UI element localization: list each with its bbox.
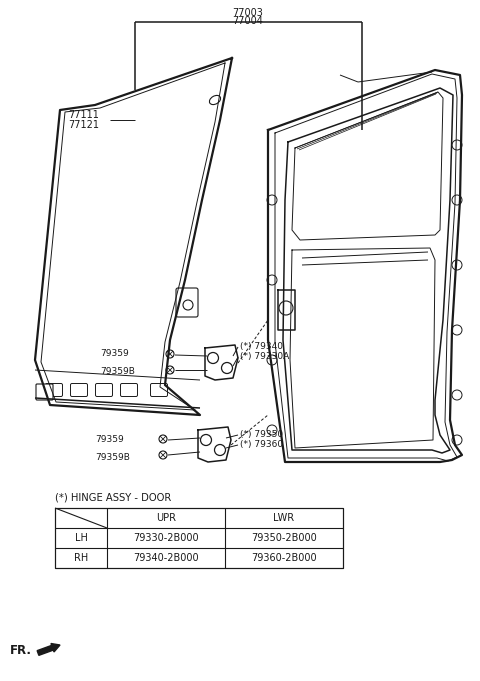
Text: LWR: LWR: [274, 513, 295, 523]
Circle shape: [166, 350, 174, 358]
Text: (*) 79350: (*) 79350: [240, 430, 283, 439]
Text: 79340-2B000: 79340-2B000: [133, 553, 199, 563]
Text: 79359: 79359: [95, 434, 124, 443]
Circle shape: [452, 140, 462, 150]
Circle shape: [159, 435, 167, 443]
Text: FR.: FR.: [10, 644, 32, 656]
Ellipse shape: [209, 95, 221, 105]
Circle shape: [267, 275, 277, 285]
Text: 79359: 79359: [100, 349, 129, 358]
Circle shape: [279, 301, 293, 315]
FancyBboxPatch shape: [71, 383, 87, 396]
Text: (*) 79330A: (*) 79330A: [240, 353, 289, 362]
Text: 79350-2B000: 79350-2B000: [251, 533, 317, 543]
Text: (*) 79360: (*) 79360: [240, 441, 283, 449]
Circle shape: [215, 445, 226, 456]
Circle shape: [166, 366, 174, 374]
Circle shape: [207, 353, 218, 364]
Text: 79359B: 79359B: [100, 368, 135, 377]
FancyBboxPatch shape: [176, 288, 198, 317]
FancyBboxPatch shape: [151, 383, 168, 396]
FancyBboxPatch shape: [36, 384, 53, 400]
FancyBboxPatch shape: [96, 383, 112, 396]
Text: RH: RH: [74, 553, 88, 563]
Circle shape: [452, 325, 462, 335]
Text: 79330-2B000: 79330-2B000: [133, 533, 199, 543]
Circle shape: [452, 260, 462, 270]
Bar: [55, 508, 343, 568]
Text: 79359B: 79359B: [95, 452, 130, 462]
Circle shape: [267, 355, 277, 365]
FancyBboxPatch shape: [120, 383, 137, 396]
Circle shape: [201, 434, 212, 445]
Text: 77004: 77004: [233, 16, 264, 26]
Circle shape: [183, 300, 193, 310]
Text: UPR: UPR: [156, 513, 176, 523]
Text: 77121: 77121: [68, 120, 99, 130]
Circle shape: [267, 425, 277, 435]
Circle shape: [452, 390, 462, 400]
Circle shape: [452, 195, 462, 205]
Text: 79360-2B000: 79360-2B000: [251, 553, 317, 563]
FancyBboxPatch shape: [46, 383, 62, 396]
Text: 77111: 77111: [68, 110, 99, 120]
Circle shape: [267, 195, 277, 205]
Circle shape: [159, 451, 167, 459]
Circle shape: [221, 362, 232, 373]
Text: (*) HINGE ASSY - DOOR: (*) HINGE ASSY - DOOR: [55, 493, 171, 503]
Text: 77003: 77003: [233, 8, 264, 18]
Text: LH: LH: [74, 533, 87, 543]
FancyArrow shape: [37, 644, 60, 655]
Text: (*) 79340: (*) 79340: [240, 343, 283, 351]
Circle shape: [452, 435, 462, 445]
